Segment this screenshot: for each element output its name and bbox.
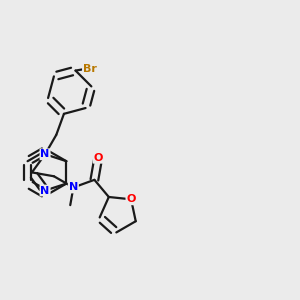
- Text: N: N: [69, 182, 78, 193]
- Text: Br: Br: [83, 64, 97, 74]
- Text: N: N: [40, 185, 50, 196]
- Text: O: O: [94, 153, 103, 163]
- Text: N: N: [40, 149, 50, 159]
- Text: O: O: [126, 194, 136, 204]
